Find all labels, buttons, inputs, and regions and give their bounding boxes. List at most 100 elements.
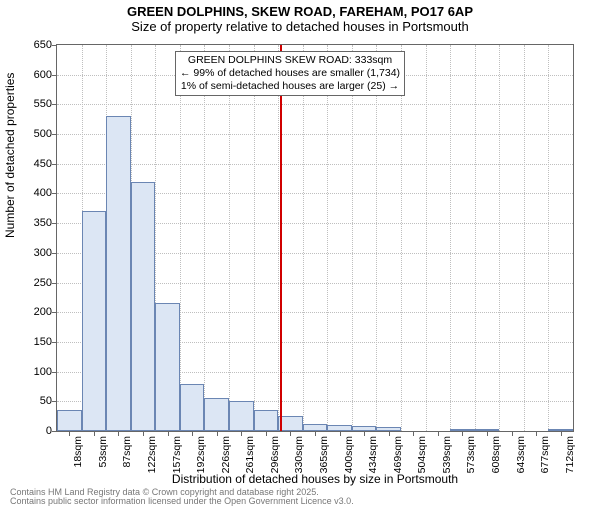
- x-tick-label: 712sqm: [564, 436, 576, 482]
- x-tick-mark: [438, 432, 439, 436]
- x-tick-label: 539sqm: [441, 436, 453, 482]
- y-tick-mark: [52, 372, 56, 373]
- x-tick-label: 504sqm: [416, 436, 428, 482]
- annotation-line: 1% of semi-detached houses are larger (2…: [180, 80, 400, 93]
- x-tick-label: 261sqm: [244, 436, 256, 482]
- gridline-v: [229, 45, 230, 431]
- histogram-bar: [229, 401, 254, 431]
- y-tick-label: 150: [12, 336, 52, 348]
- histogram-bar: [376, 427, 401, 431]
- x-tick-label: 53sqm: [97, 436, 109, 482]
- x-tick-label: 608sqm: [490, 436, 502, 482]
- x-tick-mark: [487, 432, 488, 436]
- x-tick-mark: [290, 432, 291, 436]
- y-tick-label: 600: [12, 69, 52, 81]
- gridline-v: [327, 45, 328, 431]
- y-tick-mark: [52, 104, 56, 105]
- y-tick-mark: [52, 164, 56, 165]
- y-tick-mark: [52, 223, 56, 224]
- title-line2: Size of property relative to detached ho…: [0, 19, 600, 34]
- annotation-box: GREEN DOLPHINS SKEW ROAD: 333sqm← 99% of…: [175, 51, 405, 96]
- histogram-bar: [450, 429, 475, 431]
- x-tick-mark: [462, 432, 463, 436]
- gridline-v: [475, 45, 476, 431]
- x-tick-mark: [413, 432, 414, 436]
- y-tick-mark: [52, 45, 56, 46]
- gridline-v: [524, 45, 525, 431]
- histogram-bar: [57, 410, 82, 431]
- gridline-h: [57, 164, 573, 165]
- gridline-v: [204, 45, 205, 431]
- x-tick-mark: [536, 432, 537, 436]
- x-tick-mark: [315, 432, 316, 436]
- gridline-v: [401, 45, 402, 431]
- histogram-bar: [155, 303, 180, 431]
- x-tick-label: 573sqm: [465, 436, 477, 482]
- y-tick-label: 250: [12, 277, 52, 289]
- histogram-bar: [82, 211, 107, 431]
- x-tick-label: 18sqm: [72, 436, 84, 482]
- x-tick-label: 434sqm: [367, 436, 379, 482]
- y-tick-mark: [52, 312, 56, 313]
- y-tick-label: 550: [12, 98, 52, 110]
- y-tick-label: 50: [12, 395, 52, 407]
- y-tick-mark: [52, 75, 56, 76]
- histogram-bar: [352, 426, 377, 431]
- title-line1: GREEN DOLPHINS, SKEW ROAD, FAREHAM, PO17…: [0, 4, 600, 19]
- y-tick-label: 100: [12, 366, 52, 378]
- chart-container: GREEN DOLPHINS, SKEW ROAD, FAREHAM, PO17…: [0, 0, 600, 500]
- x-tick-mark: [241, 432, 242, 436]
- y-tick-label: 0: [12, 425, 52, 437]
- footer: Contains HM Land Registry data © Crown c…: [10, 488, 354, 506]
- x-tick-mark: [266, 432, 267, 436]
- x-tick-label: 192sqm: [195, 436, 207, 482]
- x-tick-label: 87sqm: [121, 436, 133, 482]
- histogram-bar: [327, 425, 352, 431]
- histogram-bar: [106, 116, 131, 431]
- y-tick-label: 300: [12, 247, 52, 259]
- gridline-v: [254, 45, 255, 431]
- x-tick-mark: [192, 432, 193, 436]
- y-tick-mark: [52, 431, 56, 432]
- x-tick-label: 677sqm: [539, 436, 551, 482]
- annotation-line: ← 99% of detached houses are smaller (1,…: [180, 67, 400, 80]
- histogram-bar: [475, 429, 500, 431]
- histogram-bar: [204, 398, 229, 431]
- x-tick-mark: [340, 432, 341, 436]
- x-tick-mark: [561, 432, 562, 436]
- x-tick-mark: [217, 432, 218, 436]
- x-tick-label: 296sqm: [269, 436, 281, 482]
- y-tick-label: 200: [12, 306, 52, 318]
- x-tick-mark: [69, 432, 70, 436]
- x-tick-label: 400sqm: [343, 436, 355, 482]
- y-tick-label: 500: [12, 128, 52, 140]
- x-tick-label: 226sqm: [220, 436, 232, 482]
- gridline-v: [548, 45, 549, 431]
- gridline-v: [376, 45, 377, 431]
- histogram-bar: [180, 384, 205, 432]
- y-tick-mark: [52, 401, 56, 402]
- x-tick-mark: [143, 432, 144, 436]
- reference-line: [280, 45, 282, 431]
- y-tick-label: 400: [12, 187, 52, 199]
- gridline-v: [278, 45, 279, 431]
- gridline-h: [57, 134, 573, 135]
- footer-line2: Contains public sector information licen…: [10, 497, 354, 506]
- x-tick-label: 122sqm: [146, 436, 158, 482]
- gridline-v: [352, 45, 353, 431]
- gridline-v: [450, 45, 451, 431]
- x-tick-label: 157sqm: [171, 436, 183, 482]
- y-tick-label: 650: [12, 39, 52, 51]
- y-tick-label: 350: [12, 217, 52, 229]
- annotation-line: GREEN DOLPHINS SKEW ROAD: 333sqm: [180, 54, 400, 67]
- histogram-bar: [254, 410, 279, 431]
- x-tick-mark: [118, 432, 119, 436]
- x-tick-label: 469sqm: [392, 436, 404, 482]
- gridline-v: [426, 45, 427, 431]
- y-tick-mark: [52, 253, 56, 254]
- x-tick-mark: [168, 432, 169, 436]
- histogram-bar: [303, 424, 328, 431]
- y-tick-mark: [52, 134, 56, 135]
- y-tick-mark: [52, 193, 56, 194]
- x-tick-label: 330sqm: [293, 436, 305, 482]
